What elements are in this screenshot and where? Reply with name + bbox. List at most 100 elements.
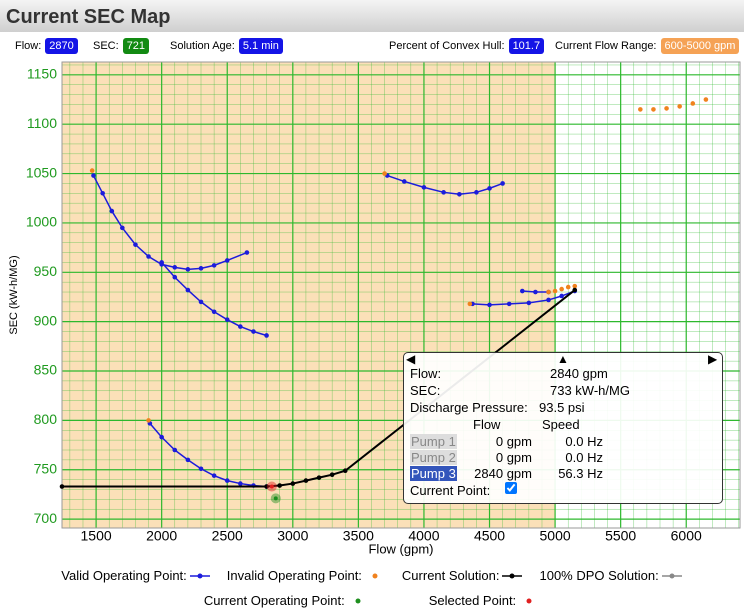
data-point [487, 186, 492, 191]
data-point [211, 473, 217, 478]
data-point [224, 317, 230, 322]
data-point [120, 225, 125, 231]
status-item: Percent of Convex Hull: 101.7 [389, 38, 545, 54]
data-point [572, 283, 578, 289]
data-point [172, 265, 178, 270]
legend-row: Current Operating Point: Selected Point: [0, 593, 744, 608]
data-point [533, 289, 538, 295]
data-point [526, 300, 532, 306]
data-point [565, 284, 571, 290]
tooltip-text: Flow [473, 417, 501, 432]
data-point [572, 287, 578, 293]
legend-label: Selected Point: [428, 593, 517, 608]
data-point [185, 457, 191, 463]
y-tick-label: 850 [34, 362, 58, 378]
data-point [244, 250, 250, 255]
data-point [146, 254, 151, 259]
x-tick-label: 2500 [212, 528, 243, 544]
data-point-center [273, 496, 278, 501]
legend-label: Valid Operating Point: [61, 568, 187, 583]
status-label: Percent of Convex Hull: [389, 40, 505, 52]
legend-dot [372, 573, 378, 578]
legend-row: Valid Operating Point: Invalid Operating … [0, 568, 744, 583]
tooltip-text: SEC: [410, 383, 441, 398]
legend-item: Current Solution: [402, 568, 524, 583]
data-point [224, 478, 230, 483]
data-point [520, 288, 525, 294]
data-point [546, 297, 551, 303]
data-point [421, 185, 427, 190]
tooltip-text: Pump 1 [410, 434, 457, 449]
y-tick-label: 1100 [27, 115, 57, 131]
data-point [651, 107, 656, 112]
data-point [198, 299, 204, 305]
data-point [506, 301, 512, 307]
x-tick-label: 2000 [146, 528, 177, 544]
data-point [638, 107, 643, 112]
legend-label: Current Operating Point: [203, 593, 345, 608]
data-point [91, 173, 96, 178]
status-badge: 2870 [45, 38, 78, 54]
y-tick-label: 700 [34, 510, 58, 526]
x-tick-label: 5000 [540, 528, 571, 544]
tooltip-text: 0.0 Hz [565, 450, 603, 465]
plot-border [61, 61, 741, 529]
legend-swatch [526, 598, 532, 603]
data-point [703, 97, 709, 102]
status-label: SEC: [93, 40, 119, 52]
legend-item: 100% DPO Solution: [539, 568, 682, 583]
data-point [559, 293, 564, 299]
y-tick-label: 800 [34, 411, 58, 427]
y-tick-label: 1050 [26, 164, 57, 180]
tooltip-text: 93.5 psi [539, 400, 585, 415]
tooltip-text: Speed [542, 417, 580, 432]
data-point [552, 288, 558, 294]
data-point [457, 191, 462, 197]
x-tick-label: 4000 [408, 528, 439, 544]
tooltip-text: 56.3 Hz [558, 466, 603, 481]
data-point [185, 287, 191, 293]
status-badge: 721 [122, 38, 150, 54]
data-point [500, 181, 505, 186]
x-axis-label: Flow (gpm) [368, 541, 433, 556]
data-point [342, 468, 348, 474]
data-point [290, 481, 296, 486]
status-label: Flow: [15, 40, 42, 52]
legend-dot [509, 573, 515, 578]
data-point [559, 286, 564, 292]
data-point [211, 263, 217, 268]
data-point [172, 274, 178, 280]
data-point [329, 472, 335, 477]
data-point [159, 260, 164, 265]
data-point [238, 481, 243, 486]
data-point [146, 418, 151, 423]
nav-up[interactable]: ▲ [557, 352, 569, 366]
y-tick-label: 1000 [26, 214, 57, 230]
status-badge: 5.1 min [238, 38, 283, 54]
status-label: Solution Age: [170, 40, 235, 52]
data-point [100, 191, 105, 196]
data-point [546, 289, 551, 295]
data-point [441, 190, 446, 195]
tooltip-text: 0.0 Hz [565, 434, 603, 449]
legend-swatch [661, 573, 682, 578]
data-point [159, 434, 164, 440]
legend-item: Invalid Operating Point: [227, 568, 386, 583]
nav-right[interactable]: ▶ [708, 352, 718, 366]
status-badge: 101.7 [508, 38, 545, 54]
x-tick-label: 1500 [81, 528, 112, 544]
legend-dot [669, 573, 675, 578]
data-point [198, 466, 204, 472]
data-point [264, 333, 269, 338]
tooltip-text: 2840 gpm [550, 366, 608, 381]
legend-item: Selected Point: [429, 593, 540, 608]
data-point [677, 104, 682, 109]
tooltip-text: Discharge Pressure: [410, 400, 528, 415]
nav-left[interactable]: ◀ [406, 352, 416, 366]
status-item: Current Flow Range: 600-5000 gpm [555, 38, 740, 54]
data-point [89, 168, 95, 173]
legend-swatch [189, 573, 210, 578]
data-point [172, 447, 178, 453]
x-tick-label: 6000 [671, 528, 702, 544]
